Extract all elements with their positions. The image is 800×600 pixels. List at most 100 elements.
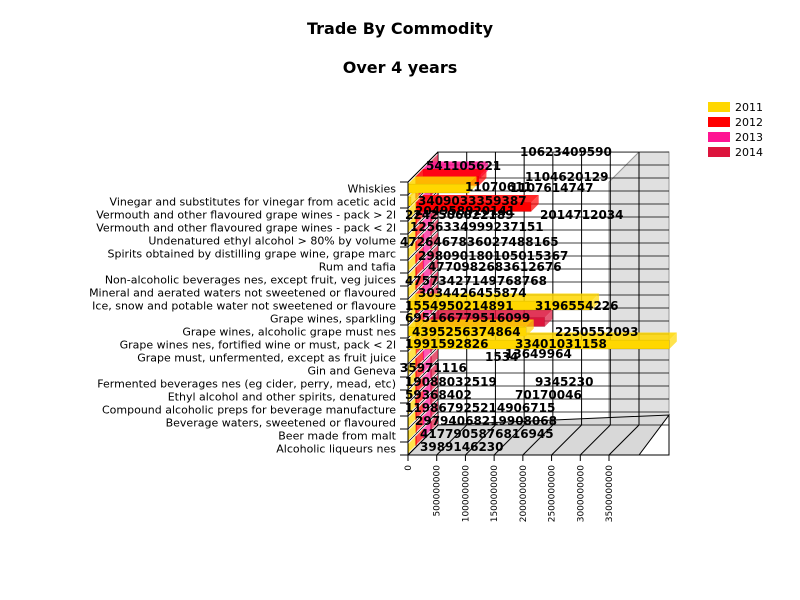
bar-top-2011 — [408, 436, 416, 444]
category-label: Mineral and aerated waters not sweetened… — [89, 287, 396, 300]
bar-top-2012 — [415, 389, 424, 398]
category-label: Vermouth and other flavoured grape wines… — [96, 209, 396, 222]
bar-side-2014 — [430, 400, 439, 418]
bar-side-2012 — [415, 402, 424, 420]
legend-swatch — [708, 147, 730, 157]
top-edge — [438, 130, 669, 152]
bar-side-2011 — [408, 215, 416, 233]
bar-side-2011 — [408, 397, 416, 415]
data-label: 1104620129 — [525, 170, 609, 184]
bar-top-2012 — [415, 402, 424, 411]
bar-side-2011 — [411, 189, 419, 207]
bar-top-2011 — [408, 384, 416, 392]
bar-side-2013 — [423, 213, 431, 231]
bar-side-2013 — [423, 265, 431, 283]
gridline-wall — [407, 372, 439, 404]
data-label: 47573427149768768 — [405, 274, 547, 288]
bar-top-2011 — [408, 306, 416, 314]
bar-side-2011 — [408, 241, 416, 259]
gridline-wall — [407, 385, 439, 417]
category-label: Whiskies — [347, 183, 396, 196]
bar-top-2011 — [408, 332, 677, 340]
bar-side-2013 — [423, 408, 431, 426]
bar-top-2014 — [430, 283, 439, 292]
gridline-wall — [407, 229, 439, 261]
category-label: Spirits obtained by distilling grape win… — [108, 248, 396, 261]
bar-side-2012 — [415, 428, 423, 446]
bar-side-2014 — [430, 413, 439, 431]
gridline-floor — [522, 424, 554, 456]
category-label: Grape wines, sparkling — [270, 313, 396, 326]
gridline-floor — [493, 424, 525, 456]
bar-top-2014 — [430, 309, 553, 318]
bar-top-2014 — [430, 257, 439, 266]
x-tick-label: 2000000000 — [519, 465, 529, 523]
gridline-wall — [407, 424, 439, 456]
category-label: Gin and Geneva — [307, 365, 396, 378]
bar-top-2012 — [415, 311, 424, 320]
bar-side-2014 — [430, 218, 439, 236]
gridline-floor — [608, 424, 640, 456]
bar-side-2012 — [415, 233, 424, 251]
bar-side-2011 — [408, 345, 417, 363]
gridline-wall — [407, 398, 439, 430]
x-axis-ticks: 0 500000000 1000000000 1500000000 2000000000… — [404, 182, 615, 522]
bar-top-2012 — [415, 233, 424, 242]
bar-side-2013 — [423, 369, 431, 387]
bar-top-2011 — [408, 319, 534, 327]
bar-side-2011 — [408, 306, 416, 324]
bar-top-2011 — [408, 293, 600, 301]
bar-side-2014 — [430, 244, 439, 262]
bar-side-2012 — [415, 220, 424, 238]
data-label: 2250552093 — [555, 325, 639, 339]
bar-top-2011 — [408, 345, 417, 353]
bar-side-2014 — [430, 270, 439, 288]
legend-swatch — [708, 117, 730, 127]
bar-top-2012 — [415, 220, 424, 229]
chart-title: Trade By Commodity — [307, 19, 494, 38]
x-tick-label: 500000000 — [433, 465, 443, 517]
bar-side-2011 — [408, 371, 416, 389]
bar-side-2011 — [669, 332, 677, 350]
legend-swatch — [708, 132, 730, 142]
x-tick-label: 3000000000 — [576, 465, 586, 523]
bar-top-2011 — [408, 423, 416, 431]
bar-top-2012 — [415, 194, 539, 203]
data-labels: 1062340959054110562111046201291107061111… — [400, 145, 639, 454]
data-label: 298090180105015367 — [418, 249, 568, 263]
category-label: Grape wines nes, fortified wine or must,… — [120, 339, 396, 352]
bar-side-2011 — [408, 423, 416, 441]
bar-side-2011 — [408, 267, 416, 285]
bar-side-2011 — [408, 254, 416, 272]
gridline-wall — [407, 359, 439, 391]
legend-swatch — [708, 102, 730, 112]
bar-side-2013 — [423, 252, 431, 270]
bar-side-2012 — [415, 415, 424, 433]
bar-side-2012 — [415, 259, 424, 277]
data-label: 11070611 — [465, 180, 532, 194]
bar-side-2014 — [430, 348, 439, 366]
category-label: Ethyl alcohol and other spirits, denatur… — [168, 391, 396, 404]
bar-side-2014 — [430, 374, 439, 392]
bar-side-2011 — [408, 228, 416, 246]
data-label: 1107614747 — [510, 181, 594, 195]
bar-side-2012 — [415, 350, 424, 368]
data-label: 3989146230 — [420, 440, 504, 454]
data-label: 59368402 — [405, 388, 472, 402]
category-label: Grape must, unfermented, except as fruit… — [137, 352, 396, 365]
category-label: Alcoholic liqueurs nes — [276, 443, 396, 456]
bar-top-2012 — [415, 207, 424, 216]
category-label: Beer made from malt — [278, 430, 396, 443]
data-label: 204958920141 — [415, 204, 515, 218]
bar-top-2011 — [408, 202, 417, 210]
bar-top-2011 — [408, 280, 416, 288]
bar-side-2011 — [408, 202, 417, 220]
bar-top-2012 — [415, 415, 424, 424]
category-label: Vermouth and other flavoured grape wines… — [96, 222, 396, 235]
data-label: 4395256374864 — [412, 325, 521, 339]
data-label: 13649964 — [505, 347, 572, 361]
bar-top-2012 — [415, 350, 424, 359]
bar-side-2013 — [423, 395, 431, 413]
bars — [407, 153, 677, 454]
